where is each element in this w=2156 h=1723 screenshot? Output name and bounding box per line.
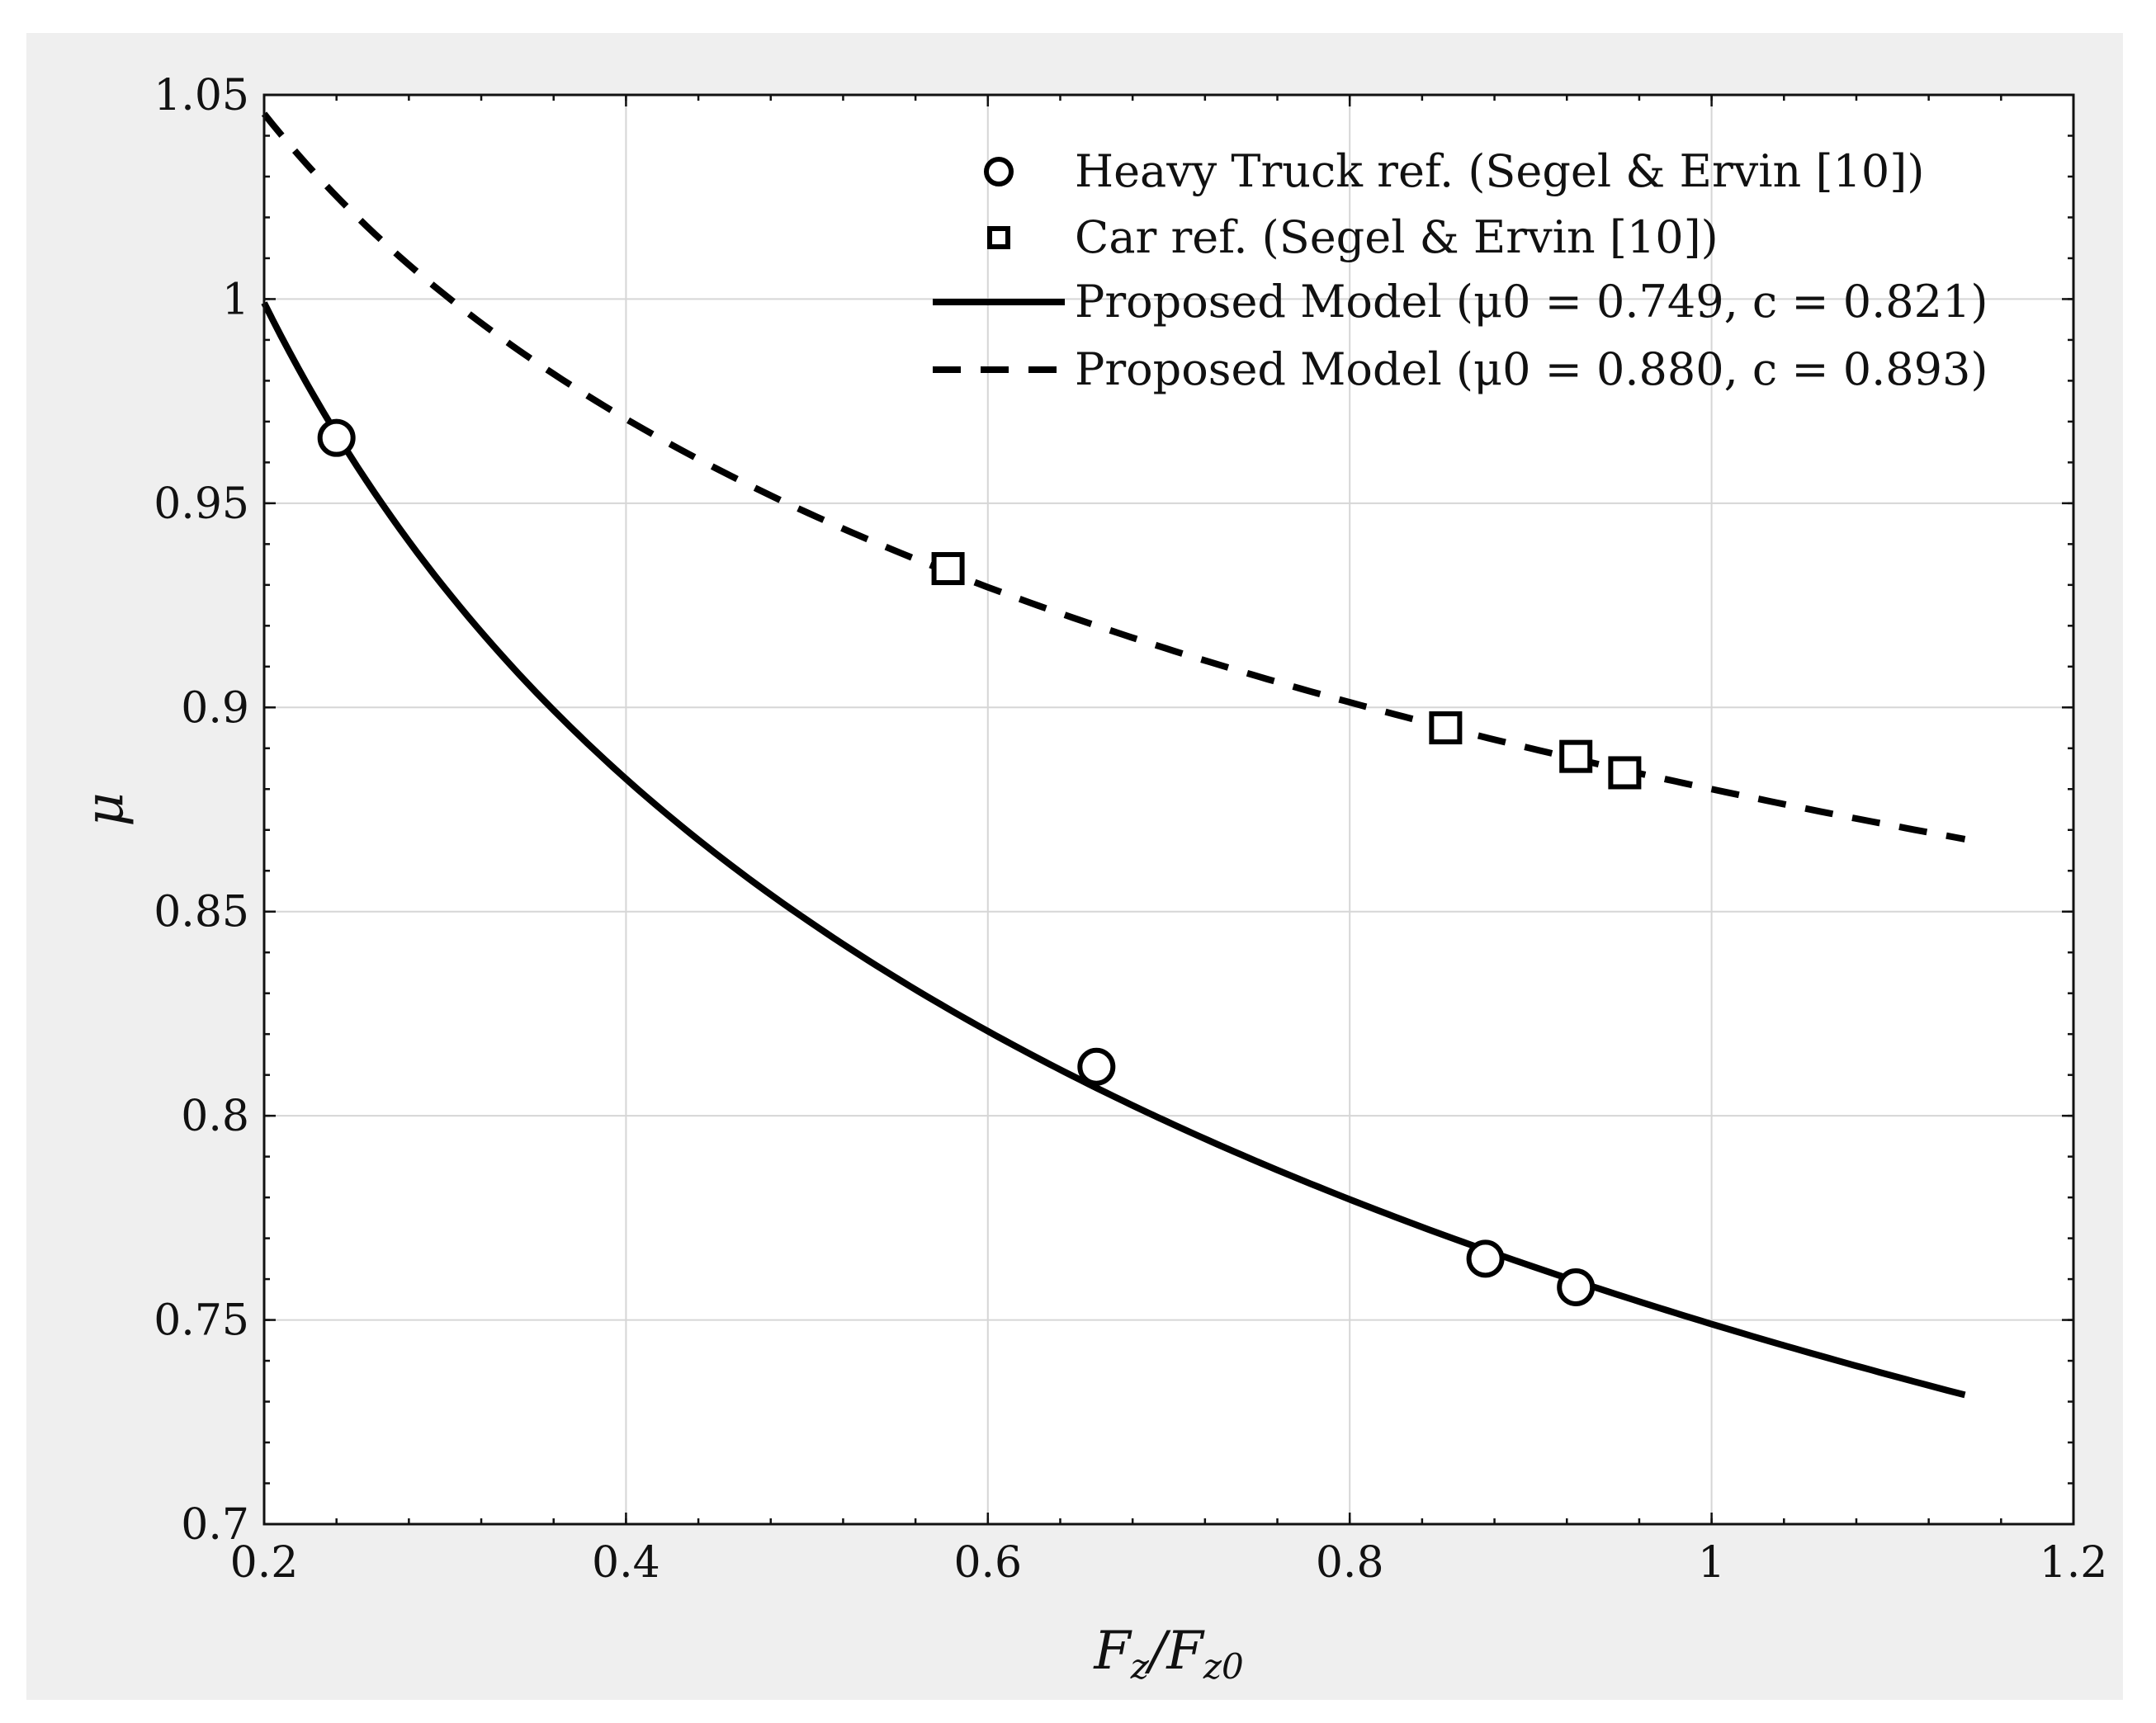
y-tick-label: 0.7 [181,1500,249,1550]
legend-entry-label: Proposed Model (μ0 = 0.880, c = 0.893) [1075,343,1988,395]
y-tick-label: 0.9 [181,683,249,733]
truck-reference-point [1466,1239,1505,1278]
plot-area [264,95,2073,1524]
model-curve-solid [261,301,1966,1399]
x-tick-label: 1 [1698,1538,1725,1588]
y-tick-label: 0.95 [154,479,249,529]
car-reference-point [931,552,965,586]
axis-ticks: 0.2 0.4 0.6 0.8 1 1.2 0.7 0.75 0.8 0.85 0.9 0.95 1 1.… [154,71,2107,1588]
x-tick-label: 0.4 [592,1538,660,1588]
truck-reference-point [1077,1047,1116,1086]
y-axis-title: μ [74,792,135,827]
truck-reference-point [1557,1267,1596,1306]
truck-reference-point [317,418,356,457]
x-tick-label: 0.8 [1316,1538,1384,1588]
y-tick-label: 1 [222,275,249,324]
x-tick-label: 0.6 [953,1538,1022,1588]
legend-entry-label: Proposed Model (μ0 = 0.749, c = 0.821) [1075,276,1988,328]
legend-circle-swatch [984,157,1014,186]
legend-entry-label: Heavy Truck ref. (Segel & Ervin [10]) [1075,145,1924,197]
car-reference-point [1608,756,1642,790]
x-axis-title-slash: /F [1144,1621,1206,1682]
legend-square-swatch [987,226,1010,249]
x-axis-title-sub-z0: z0 [1203,1646,1244,1687]
x-tick-label: 0.2 [230,1538,299,1588]
y-tick-label: 1.05 [154,71,249,120]
y-tick-label: 0.75 [154,1296,249,1346]
legend: Heavy Truck ref. (Segel & Ervin [10]) Car… [933,145,1988,395]
reference-markers [317,418,1642,1306]
y-tick-label: 0.85 [154,888,249,937]
model-curves [261,111,1966,1399]
legend-entry-label: Car ref. (Segel & Ervin [10]) [1075,211,1719,263]
car-reference-point [1559,739,1593,773]
model-curve-dashed [261,111,1966,843]
plot-frame [262,93,2075,1526]
x-tick-label: 1.2 [2040,1538,2108,1588]
car-reference-point [1429,711,1463,745]
x-axis-title-sub-z: z [1130,1646,1150,1687]
y-tick-label: 0.8 [181,1092,249,1141]
